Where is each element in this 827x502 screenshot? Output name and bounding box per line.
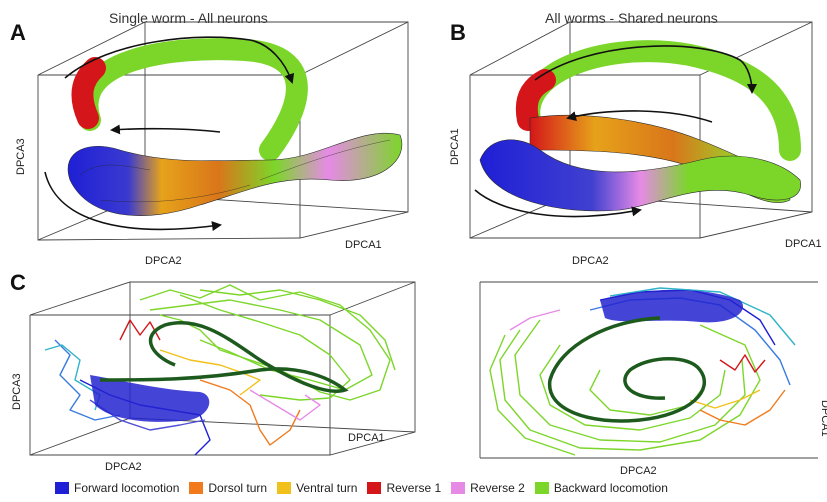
panel-a-arrow-top: [64, 36, 295, 84]
panel-c-left-mean-trajectory: [99, 321, 349, 393]
legend-label: Reverse 2: [470, 481, 525, 495]
panel-c-left-xlabel: DPCA2: [105, 461, 142, 473]
panel-b-arrow-bottom: [474, 189, 642, 218]
legend-item: Forward locomotion: [55, 481, 179, 495]
panel-a-trajectory-upper-loop: [76, 38, 308, 161]
panel-b-xlabel: DPCA2: [572, 255, 609, 267]
legend-item: Reverse 2: [451, 481, 525, 495]
legend-label: Ventral turn: [296, 481, 358, 495]
legend-swatch: [451, 482, 466, 494]
panel-c-right-mean-trajectory: [548, 316, 707, 423]
panel-c-right-blue-core: [600, 289, 744, 323]
panel-a-title: Single worm - All neurons: [109, 10, 268, 26]
legend-label: Reverse 1: [386, 481, 442, 495]
legend-item: Dorsol turn: [189, 481, 267, 495]
panel-b-arrow-middle: [566, 110, 713, 123]
legend-swatch: [534, 482, 549, 494]
panel-c-right-trajectories: [489, 287, 796, 456]
legend-label: Forward locomotion: [74, 481, 180, 495]
panel-a-zlabel: DPCA1: [345, 239, 382, 251]
panel-a-letter: A: [10, 20, 26, 45]
legend-item: Ventral turn: [277, 481, 357, 495]
legend-label: Backward locomotion: [553, 481, 668, 495]
panel-c-right-xlabel: DPCA2: [620, 465, 657, 477]
panel-c-left-zlabel: DPCA1: [348, 432, 385, 444]
panel-c-left-blue-core: [90, 375, 210, 422]
legend: Forward locomotion Dorsol turn Ventral tur…: [55, 478, 815, 498]
legend-item: Backward locomotion: [534, 481, 668, 495]
panel-a-xlabel: DPCA2: [145, 255, 182, 267]
panel-c-right-axes-box: [479, 281, 818, 459]
panel-b-ylabel: DPCA1: [449, 128, 461, 165]
panel-b-letter: B: [450, 20, 466, 45]
panel-b: B All worms - Shared neurons DPCA2 DPCA1…: [449, 10, 822, 267]
panel-b-trajectory-lower-tube: [479, 139, 801, 212]
panel-c-letter: C: [10, 270, 26, 295]
legend-swatch: [55, 482, 69, 494]
panel-c-right-ylabel: DPCA1: [819, 400, 827, 437]
panel-c-left-ylabel: DPCA3: [11, 373, 23, 410]
legend-item: Reverse 1: [367, 481, 441, 495]
panel-b-title: All worms - Shared neurons: [545, 10, 718, 26]
panel-a-ylabel: DPCA3: [15, 138, 27, 175]
legend-label: Dorsol turn: [208, 481, 268, 495]
panel-c-left-axes-box: [29, 281, 416, 456]
panel-a-trajectory-main-tube: [67, 132, 403, 216]
panel-a-arrow-bottom: [44, 171, 222, 232]
panel-a-arrow-middle: [110, 124, 221, 135]
panel-b-zlabel: DPCA1: [785, 238, 822, 250]
legend-swatch: [277, 482, 292, 494]
panel-a: A Single worm - All neurons DPCA2 DPCA3 …: [10, 10, 409, 267]
panel-b-arrow-top: [534, 45, 757, 94]
legend-swatch: [189, 482, 204, 494]
panel-c: C DPCA2 DPCA3: [10, 270, 827, 477]
legend-swatch: [367, 482, 382, 494]
